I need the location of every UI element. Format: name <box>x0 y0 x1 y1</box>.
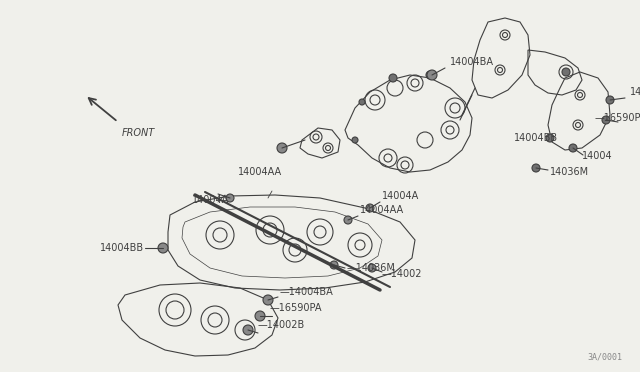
Circle shape <box>330 261 338 269</box>
Text: —14002: —14002 <box>382 269 422 279</box>
Circle shape <box>277 143 287 153</box>
Circle shape <box>562 68 570 76</box>
Circle shape <box>606 96 614 104</box>
Circle shape <box>546 134 554 142</box>
Text: 3A/0001: 3A/0001 <box>587 353 622 362</box>
Circle shape <box>243 325 253 335</box>
Circle shape <box>427 70 437 80</box>
Text: 14004AA: 14004AA <box>360 205 404 215</box>
Circle shape <box>158 243 168 253</box>
Text: —16590PA: —16590PA <box>270 303 323 313</box>
Text: 14004AA: 14004AA <box>238 167 282 177</box>
Text: FRONT: FRONT <box>122 128 156 138</box>
Circle shape <box>602 116 610 124</box>
Circle shape <box>569 144 577 152</box>
Text: —14002B: —14002B <box>258 320 305 330</box>
Text: 14036M: 14036M <box>550 167 589 177</box>
Circle shape <box>532 164 540 172</box>
Text: 14004A: 14004A <box>192 195 229 205</box>
Circle shape <box>389 74 397 82</box>
Text: 14004A: 14004A <box>382 191 419 201</box>
Text: —14004BA: —14004BA <box>280 287 333 297</box>
Circle shape <box>352 137 358 143</box>
Text: —14036M: —14036M <box>347 263 396 273</box>
Circle shape <box>368 264 376 272</box>
Text: 14004BB: 14004BB <box>100 243 144 253</box>
Text: 14004BA: 14004BA <box>450 57 494 67</box>
Circle shape <box>359 99 365 105</box>
Circle shape <box>255 311 265 321</box>
Circle shape <box>344 216 352 224</box>
Circle shape <box>226 194 234 202</box>
Text: 14002B: 14002B <box>630 87 640 97</box>
Text: 14004: 14004 <box>582 151 612 161</box>
Text: 14004BB: 14004BB <box>514 133 558 143</box>
Circle shape <box>263 295 273 305</box>
Text: —16590P: —16590P <box>595 113 640 123</box>
Circle shape <box>366 204 374 212</box>
Circle shape <box>426 71 434 79</box>
